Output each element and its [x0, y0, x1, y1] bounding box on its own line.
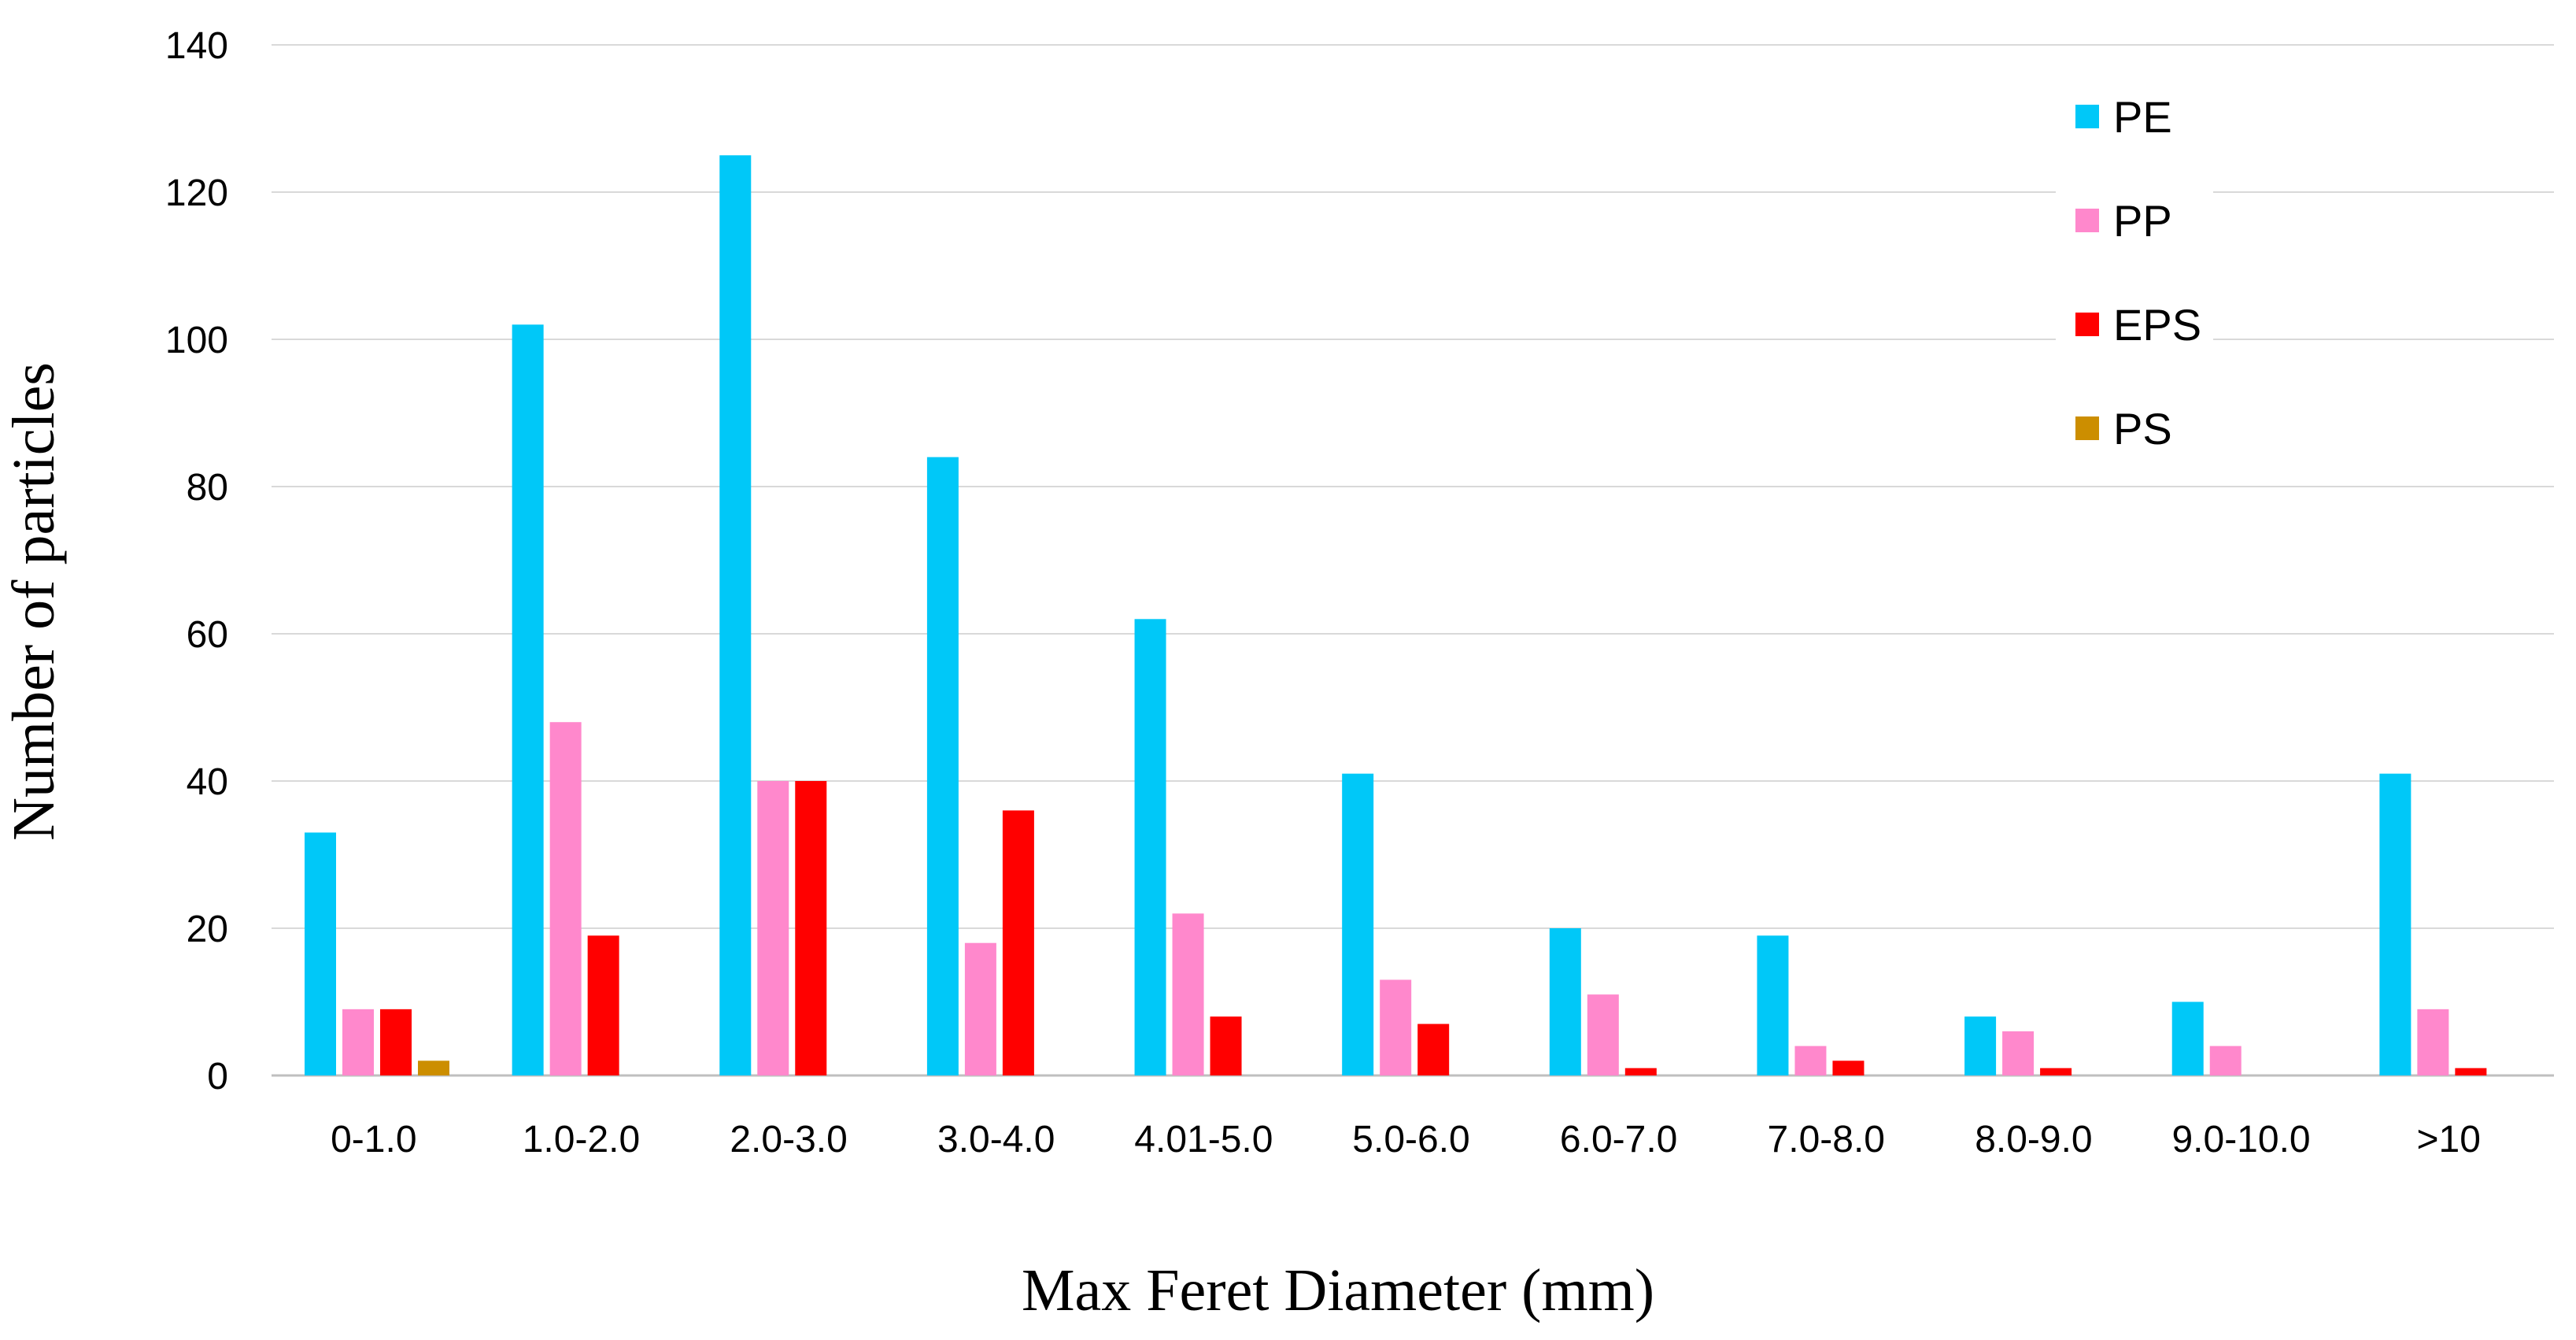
bar-eps-8	[2040, 1068, 2072, 1075]
bar-eps-0	[380, 1009, 412, 1075]
legend-label-pe: PE	[2113, 92, 2172, 142]
legend-swatch-eps	[2075, 313, 2099, 336]
x-tick-label: 0-1.0	[331, 1119, 416, 1160]
bar-pe-5	[1342, 773, 1374, 1075]
y-tick-label: 140	[165, 25, 228, 67]
bar-pp-3	[964, 942, 996, 1075]
y-tick-label: 120	[165, 172, 228, 214]
x-tick-label: 3.0-4.0	[937, 1119, 1055, 1160]
x-tick-label: 8.0-9.0	[1975, 1119, 2092, 1160]
y-axis-title: Number of particles	[1, 362, 67, 841]
bar-pp-8	[2002, 1031, 2035, 1075]
bar-pp-6	[1587, 994, 1619, 1075]
legend-swatch-pp	[2075, 209, 2099, 232]
bar-pp-2	[757, 781, 789, 1075]
bar-pe-1	[512, 324, 544, 1075]
bar-pe-3	[926, 457, 959, 1075]
x-tick-label: 7.0-8.0	[1768, 1119, 1885, 1160]
legend-background	[2056, 79, 2213, 449]
legend: PE PP EPS PS	[2056, 79, 2213, 453]
legend-swatch-pe	[2075, 105, 2099, 128]
y-tick-label: 80	[187, 467, 228, 509]
bar-pp-1	[549, 722, 582, 1075]
y-axis-ticks: 0 20 40 60 80 100 120 140	[165, 25, 228, 1098]
bar-eps-1	[587, 935, 619, 1075]
bar-eps-2	[795, 781, 827, 1075]
bar-pp-10	[2417, 1009, 2449, 1075]
bar-pp-5	[1380, 979, 1412, 1075]
x-tick-label: 9.0-10.0	[2171, 1119, 2310, 1160]
bars	[305, 155, 2487, 1075]
bar-pe-6	[1549, 928, 1581, 1075]
legend-label-ps: PS	[2113, 404, 2172, 453]
bar-eps-7	[1832, 1061, 1865, 1075]
bar-pp-4	[1172, 913, 1204, 1075]
y-tick-label: 100	[165, 320, 228, 361]
bar-eps-5	[1417, 1024, 1450, 1075]
legend-swatch-ps	[2075, 416, 2099, 440]
x-tick-label: 1.0-2.0	[523, 1119, 640, 1160]
y-tick-label: 0	[207, 1056, 228, 1098]
bar-pe-8	[1964, 1016, 1997, 1075]
legend-label-eps: EPS	[2113, 300, 2201, 350]
x-axis-title: Max Feret Diameter (mm)	[1022, 1257, 1654, 1323]
bar-pe-10	[2379, 773, 2412, 1075]
x-axis-ticks: 0-1.0 1.0-2.0 2.0-3.0 3.0-4.0 4.01-5.0 5.0-6.…	[331, 1119, 2481, 1160]
legend-label-pp: PP	[2113, 196, 2172, 246]
bar-pe-2	[719, 155, 752, 1075]
x-tick-label: 5.0-6.0	[1352, 1119, 1469, 1160]
bar-eps-3	[1002, 810, 1034, 1075]
bar-eps-4	[1210, 1016, 1242, 1075]
bar-pe-7	[1757, 935, 1789, 1075]
x-tick-label: 4.01-5.0	[1134, 1119, 1273, 1160]
bar-pe-9	[2171, 1001, 2204, 1075]
bar-pe-0	[305, 832, 336, 1075]
bar-ps-0	[418, 1061, 449, 1075]
bar-eps-10	[2455, 1068, 2487, 1075]
y-tick-label: 60	[187, 614, 228, 656]
x-tick-label: 2.0-3.0	[730, 1119, 847, 1160]
bar-pp-9	[2209, 1046, 2242, 1075]
x-tick-label: >10	[2416, 1119, 2480, 1160]
y-tick-label: 40	[187, 761, 228, 803]
y-tick-label: 20	[187, 909, 228, 950]
x-tick-label: 6.0-7.0	[1560, 1119, 1677, 1160]
bar-pp-0	[342, 1009, 374, 1075]
bar-pp-7	[1794, 1046, 1827, 1075]
bar-eps-6	[1624, 1068, 1657, 1075]
bar-pe-4	[1134, 619, 1166, 1075]
